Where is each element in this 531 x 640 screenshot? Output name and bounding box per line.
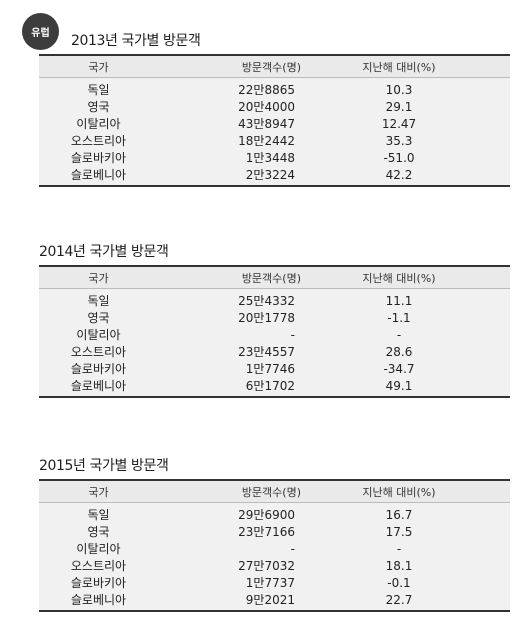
cell-visitors: 18만2442 (238, 134, 295, 148)
table-row: 이탈리아 43만8947 12.47 (39, 115, 510, 132)
cell-country: 슬로바키아 (70, 362, 127, 376)
cell-country: 영국 (87, 100, 110, 114)
visitor-table: 국가 방문객수(명) 지난해 대비(%) 독일 29만6900 16.7 영국 23만… (39, 479, 510, 612)
table-title: 2015년 국가별 방문객 (39, 458, 169, 474)
cell-country: 오스트리아 (70, 559, 127, 573)
cell-visitors: 27만7032 (238, 559, 295, 573)
cell-country: 영국 (87, 525, 110, 539)
cell-change: 35.3 (385, 133, 413, 148)
cell-visitors: 25만4332 (238, 294, 295, 308)
table-row: 오스트리아 27만7032 18.1 (39, 557, 510, 574)
cell-country: 슬로베니아 (70, 168, 127, 182)
cell-country: 슬로바키아 (70, 576, 127, 590)
table-row: 이탈리아 - - (39, 326, 510, 343)
cell-change: - (396, 327, 402, 342)
cell-country: 오스트리아 (70, 134, 127, 148)
cell-change: -51.0 (383, 150, 415, 165)
cell-change: 12.47 (381, 116, 417, 131)
header-visitors: 방문객수(명) (241, 485, 301, 499)
cell-visitors: 22만8865 (238, 83, 295, 97)
cell-change: -1.1 (387, 310, 411, 325)
cell-country: 슬로베니아 (70, 379, 127, 393)
cell-visitors: - (290, 327, 295, 342)
cell-visitors: 1만7737 (245, 576, 295, 590)
cell-visitors: 23만4557 (238, 345, 295, 359)
table-row: 오스트리아 18만2442 35.3 (39, 132, 510, 149)
cell-country: 영국 (87, 311, 110, 325)
header-visitors: 방문객수(명) (241, 271, 301, 285)
cell-country: 이탈리아 (76, 117, 121, 131)
cell-change: -0.1 (387, 575, 411, 590)
cell-change: 17.5 (385, 524, 413, 539)
table-row: 슬로베니아 2만3224 42.2 (39, 166, 510, 183)
cell-change: 16.7 (385, 507, 413, 522)
table-row: 영국 20만4000 29.1 (39, 98, 510, 115)
table-row: 슬로베니아 6만1702 49.1 (39, 377, 510, 394)
table-row: 독일 29만6900 16.7 (39, 506, 510, 523)
header-country: 국가 (88, 271, 109, 285)
cell-country: 독일 (87, 508, 110, 522)
table-row: 영국 20만1778 -1.1 (39, 309, 510, 326)
cell-visitors: 1만7746 (245, 362, 295, 376)
table-row: 슬로바키아 1만7737 -0.1 (39, 574, 510, 591)
table-row: 이탈리아 - - (39, 540, 510, 557)
cell-change: 18.1 (385, 558, 413, 573)
cell-country: 이탈리아 (76, 542, 121, 556)
cell-visitors: - (290, 541, 295, 556)
table-body: 독일 22만8865 10.3 영국 20만4000 29.1 이탈리아 43만8947 1… (39, 78, 510, 185)
table-row: 슬로베니아 9만2021 22.7 (39, 591, 510, 608)
cell-visitors: 43만8947 (238, 117, 295, 131)
table-header: 국가 방문객수(명) 지난해 대비(%) (39, 481, 510, 503)
cell-visitors: 2만3224 (245, 168, 295, 182)
visitor-table: 국가 방문객수(명) 지난해 대비(%) 독일 25만4332 11.1 영국 20만… (39, 265, 510, 398)
header-change: 지난해 대비(%) (362, 485, 436, 499)
cell-change: 10.3 (385, 82, 413, 97)
table-body: 독일 29만6900 16.7 영국 23만7166 17.5 이탈리아 - - 오스트리아… (39, 503, 510, 610)
cell-visitors: 20만1778 (238, 311, 295, 325)
table-title: 2013년 국가별 방문객 (71, 33, 201, 49)
cell-visitors: 9만2021 (245, 593, 295, 607)
table-row: 독일 22만8865 10.3 (39, 81, 510, 98)
cell-country: 오스트리아 (70, 345, 127, 359)
cell-change: 11.1 (385, 293, 413, 308)
table-row: 슬로바키아 1만3448 -51.0 (39, 149, 510, 166)
cell-visitors: 29만6900 (238, 508, 295, 522)
header-visitors: 방문객수(명) (241, 60, 301, 74)
table-header: 국가 방문객수(명) 지난해 대비(%) (39, 56, 510, 78)
visitor-table: 국가 방문객수(명) 지난해 대비(%) 독일 22만8865 10.3 영국 20만… (39, 54, 510, 187)
cell-country: 슬로바키아 (70, 151, 127, 165)
table-header: 국가 방문객수(명) 지난해 대비(%) (39, 267, 510, 289)
cell-country: 독일 (87, 294, 110, 308)
cell-country: 독일 (87, 83, 110, 97)
cell-change: 49.1 (385, 378, 413, 393)
cell-visitors: 23만7166 (238, 525, 295, 539)
header-change: 지난해 대비(%) (362, 60, 436, 74)
table-row: 독일 25만4332 11.1 (39, 292, 510, 309)
cell-country: 슬로베니아 (70, 593, 127, 607)
cell-change: 29.1 (385, 99, 413, 114)
cell-visitors: 20만4000 (238, 100, 295, 114)
header-country: 국가 (88, 60, 109, 74)
table-row: 영국 23만7166 17.5 (39, 523, 510, 540)
cell-change: -34.7 (383, 361, 415, 376)
cell-change: 22.7 (385, 592, 413, 607)
table-row: 오스트리아 23만4557 28.6 (39, 343, 510, 360)
cell-visitors: 6만1702 (245, 379, 295, 393)
header-change: 지난해 대비(%) (362, 271, 436, 285)
cell-visitors: 1만3448 (245, 151, 295, 165)
cell-change: - (396, 541, 402, 556)
cell-country: 이탈리아 (76, 328, 121, 342)
table-body: 독일 25만4332 11.1 영국 20만1778 -1.1 이탈리아 - - 오스트리아… (39, 289, 510, 396)
cell-change: 42.2 (385, 167, 413, 182)
cell-change: 28.6 (385, 344, 413, 359)
table-title: 2014년 국가별 방문객 (39, 244, 169, 260)
region-badge: 유럽 (22, 13, 59, 50)
table-row: 슬로바키아 1만7746 -34.7 (39, 360, 510, 377)
header-country: 국가 (88, 485, 109, 499)
